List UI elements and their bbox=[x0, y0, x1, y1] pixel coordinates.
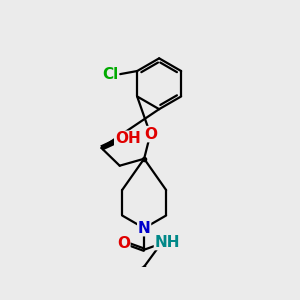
Text: NH: NH bbox=[154, 235, 180, 250]
Text: N: N bbox=[138, 221, 151, 236]
Text: OH: OH bbox=[115, 131, 140, 146]
Text: Cl: Cl bbox=[102, 67, 118, 82]
Text: O: O bbox=[144, 127, 157, 142]
Text: O: O bbox=[117, 236, 130, 251]
